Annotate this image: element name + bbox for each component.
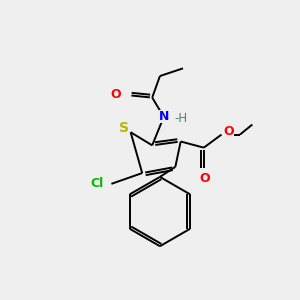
Text: O: O: [223, 125, 234, 138]
Text: Cl: Cl: [91, 177, 104, 190]
Text: O: O: [199, 172, 210, 185]
Text: S: S: [119, 121, 130, 135]
Text: O: O: [111, 88, 122, 101]
Text: N: N: [159, 110, 169, 123]
Text: -H: -H: [175, 112, 188, 125]
